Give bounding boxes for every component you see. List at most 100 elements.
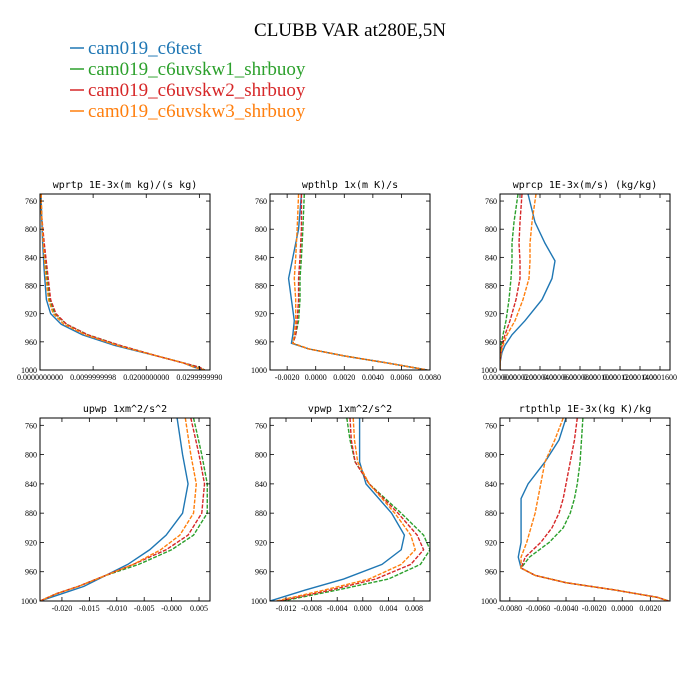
series-line-cam019_c6uvskw1_shrbuoy — [40, 194, 206, 370]
x-tick-label: 0.0060 — [390, 373, 412, 382]
legend: cam019_c6testcam019_c6uvskw1_shrbuoycam0… — [70, 38, 306, 122]
y-tick-label: 880 — [485, 282, 497, 291]
series-line-cam019_c6test — [517, 418, 669, 601]
x-tick-label: -0.0080 — [497, 604, 522, 613]
y-tick-label: 800 — [255, 225, 267, 234]
y-tick-label: 800 — [485, 225, 497, 234]
y-tick-label: 800 — [485, 451, 497, 460]
x-tick-label: 0.0020 — [333, 373, 355, 382]
x-tick-label: -0.0020 — [582, 604, 607, 613]
x-tick-label: 0.0000800 — [563, 373, 597, 382]
series-line-cam019_c6uvskw2_shrbuoy — [279, 418, 425, 601]
series-line-cam019_c6test — [40, 194, 205, 370]
x-tick-label: 0.0001400 — [623, 373, 657, 382]
y-tick-label: 760 — [485, 421, 497, 430]
x-tick-label: -0.000 — [161, 604, 182, 613]
series-line-cam019_c6uvskw2_shrbuoy — [40, 194, 206, 370]
y-tick-label: 1000 — [481, 597, 497, 606]
y-tick-label: 960 — [25, 568, 37, 577]
series-line-cam019_c6test — [270, 418, 406, 601]
series-line-cam019_c6test — [287, 194, 428, 370]
y-tick-label: 1000 — [251, 366, 267, 375]
series-line-cam019_c6uvskw3_shrbuoy — [276, 418, 417, 601]
y-tick-label: 920 — [485, 538, 497, 547]
plot-frame — [499, 193, 671, 371]
y-tick-label: 880 — [255, 509, 267, 518]
y-tick-label: 1000 — [251, 597, 267, 606]
x-tick-label: 0.0001600 — [643, 373, 677, 382]
y-tick-label: 840 — [485, 480, 497, 489]
x-tick-label: 0.0001000 — [583, 373, 617, 382]
x-tick-label: -0.0020 — [275, 373, 300, 382]
x-tick-label: 0.0040 — [362, 373, 384, 382]
series-line-cam019_c6uvskw1_shrbuoy — [40, 418, 208, 601]
x-tick-label: -0.020 — [52, 604, 73, 613]
y-tick-label: 960 — [25, 338, 37, 347]
y-tick-label: 760 — [255, 197, 267, 206]
y-tick-label: 760 — [25, 421, 37, 430]
x-tick-label: 0.0000 — [305, 373, 327, 382]
y-tick-label: 960 — [485, 568, 497, 577]
panel-title: wprtp 1E-3x(m kg)/(s kg) — [53, 180, 198, 191]
plot-frame — [39, 417, 211, 602]
x-tick-label: 0.0000000000 — [17, 373, 63, 382]
series-line-cam019_c6uvskw3_shrbuoy — [520, 418, 669, 601]
y-tick-label: 800 — [25, 451, 37, 460]
y-tick-label: 760 — [255, 421, 267, 430]
series-line-cam019_c6uvskw1_shrbuoy — [520, 418, 669, 601]
x-tick-label: 0.000 — [354, 604, 372, 613]
x-tick-label: -0.0040 — [554, 604, 579, 613]
y-tick-label: 840 — [25, 480, 37, 489]
panel-4: upwp 1xm^2/s^2 760 800 840 880 920 960 1000 -0.0… — [21, 404, 211, 613]
panel-title: wpthlp 1x(m K)/s — [302, 180, 398, 191]
x-tick-label: 0.0000400 — [523, 373, 557, 382]
y-tick-label: 840 — [485, 253, 497, 262]
panel-3: wprcp 1E-3x(m/s) (kg/kg) 760 800 840 880 920 9… — [481, 180, 677, 382]
y-tick-label: 880 — [25, 509, 37, 518]
figure-title: CLUBB VAR at280E,5N — [254, 20, 446, 41]
x-tick-label: -0.012 — [276, 604, 297, 613]
series-line-cam019_c6uvskw1_shrbuoy — [291, 194, 428, 370]
panel-title: upwp 1xm^2/s^2 — [83, 404, 167, 415]
x-tick-label: -0.015 — [79, 604, 100, 613]
y-tick-label: 760 — [25, 197, 37, 206]
plot-frame — [269, 417, 431, 602]
y-tick-label: 920 — [255, 310, 267, 319]
x-tick-label: -0.005 — [134, 604, 155, 613]
series-line-cam019_c6uvskw2_shrbuoy — [291, 194, 428, 370]
x-tick-label: 0.0001200 — [603, 373, 637, 382]
series-line-cam019_c6uvskw3_shrbuoy — [292, 194, 428, 370]
y-tick-label: 960 — [255, 338, 267, 347]
y-tick-label: 840 — [255, 253, 267, 262]
y-tick-label: 1000 — [481, 366, 497, 375]
legend-entry: cam019_c6test — [88, 38, 203, 59]
x-tick-label: 0.0000600 — [543, 373, 577, 382]
panels: wprtp 1E-3x(m kg)/(s kg) 760 800 840 880 920 9… — [17, 180, 677, 613]
series-line-cam019_c6test — [40, 418, 189, 601]
y-tick-label: 1000 — [21, 366, 37, 375]
legend-entry: cam019_c6uvskw2_shrbuoy — [88, 80, 306, 101]
series-line-cam019_c6test — [500, 194, 556, 370]
y-tick-label: 920 — [25, 538, 37, 547]
legend-entry: cam019_c6uvskw1_shrbuoy — [88, 59, 306, 80]
y-tick-label: 960 — [255, 568, 267, 577]
y-tick-label: 840 — [25, 253, 37, 262]
series-line-cam019_c6uvskw2_shrbuoy — [520, 418, 669, 601]
x-tick-label: -0.0060 — [526, 604, 551, 613]
y-tick-label: 1000 — [21, 597, 37, 606]
panel-5: vpwp 1xm^2/s^2 760 800 840 880 920 960 1000 -0.0… — [251, 404, 431, 613]
x-tick-label: 0.0099999998 — [70, 373, 116, 382]
x-tick-label: -0.004 — [327, 604, 348, 613]
x-tick-label: 0.0299999990 — [176, 373, 222, 382]
y-tick-label: 920 — [255, 538, 267, 547]
panel-2: wpthlp 1x(m K)/s 760 800 840 880 920 960 1000 -0… — [251, 180, 441, 382]
series-line-cam019_c6uvskw3_shrbuoy — [500, 194, 537, 370]
series-line-cam019_c6uvskw1_shrbuoy — [500, 194, 519, 370]
x-tick-label: 0.005 — [190, 604, 208, 613]
series-line-cam019_c6uvskw3_shrbuoy — [40, 418, 197, 601]
panel-title: vpwp 1xm^2/s^2 — [308, 404, 392, 415]
x-tick-label: 0.0080 — [419, 373, 441, 382]
panel-title: wprcp 1E-3x(m/s) (kg/kg) — [513, 180, 658, 191]
x-tick-label: 0.0000200 — [503, 373, 537, 382]
